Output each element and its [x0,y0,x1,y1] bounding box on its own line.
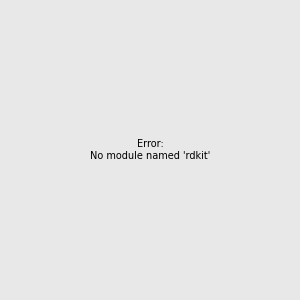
Text: Error:
No module named 'rdkit': Error: No module named 'rdkit' [90,139,210,161]
